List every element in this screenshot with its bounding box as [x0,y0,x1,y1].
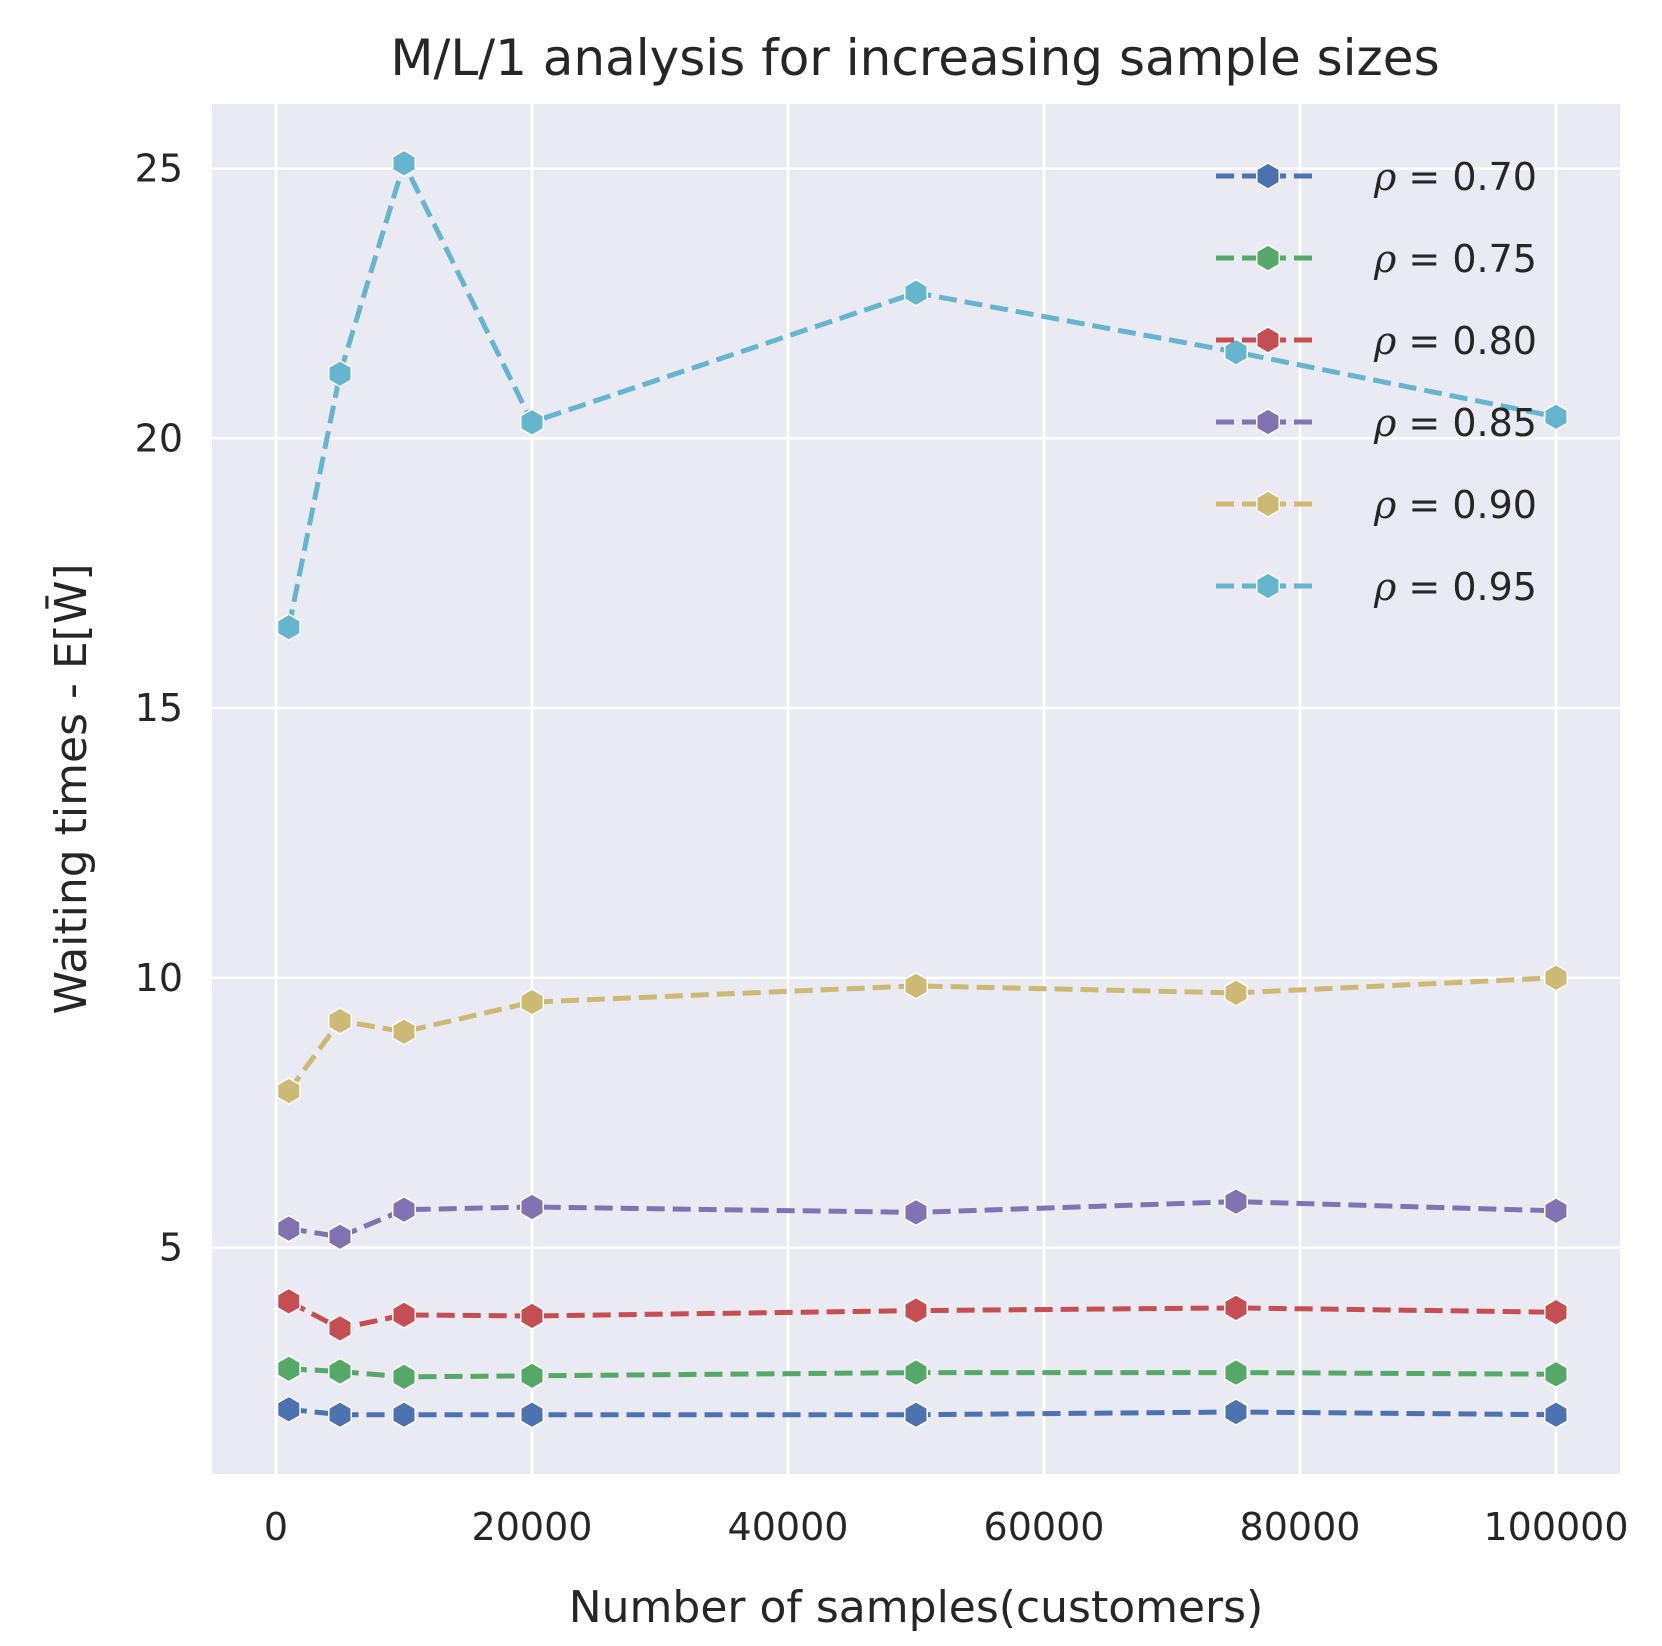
data-point [519,988,545,1016]
data-point [1223,338,1249,366]
data-point [1543,402,1569,431]
y-tick-label: 20 [135,416,183,460]
data-point [1223,979,1249,1007]
x-axis-label: Number of samples(customers) [569,1582,1263,1633]
legend-marker [1255,490,1281,518]
data-point [1223,1398,1249,1426]
legend-value: = 0.80 [1396,319,1537,363]
legend: ρ = 0.70ρ = 0.75ρ = 0.80ρ = 0.85ρ = 0.90… [1216,155,1537,609]
data-point [903,1400,929,1429]
legend-label: ρ = 0.85 [1373,401,1537,445]
data-point [1543,1400,1569,1429]
data-point [327,359,353,388]
series-4 [276,963,1569,1105]
data-point [1543,963,1569,992]
data-point [327,1400,353,1429]
data-point [1543,1298,1569,1327]
y-tick-label: 5 [159,1225,183,1269]
data-point [391,1400,417,1429]
legend-symbol: ρ [1373,155,1397,199]
legend-item: ρ = 0.95 [1216,565,1537,609]
data-point [391,1363,417,1391]
data-point [519,1361,545,1390]
y-axis-label: Waiting times - E[W̄] [44,564,97,1015]
legend-item: ρ = 0.75 [1216,237,1537,281]
plot-area [212,104,1620,1474]
data-point [1543,1360,1569,1389]
data-point [276,1354,301,1383]
data-point [391,1017,417,1046]
legend-value: = 0.95 [1396,565,1537,609]
x-tick-label: 80000 [1240,1505,1361,1549]
legend-label: ρ = 0.80 [1373,319,1537,363]
data-point [276,1395,301,1424]
series-1 [276,1354,1569,1391]
legend-symbol: ρ [1373,483,1397,527]
legend-item: ρ = 0.90 [1216,483,1537,527]
x-tick-label: 40000 [728,1505,849,1549]
data-point [327,1357,353,1386]
legend-item: ρ = 0.80 [1216,319,1537,363]
legend-label: ρ = 0.95 [1373,565,1537,609]
data-point [327,1314,353,1343]
data-point [903,1198,929,1227]
legend-symbol: ρ [1373,401,1397,445]
legend-marker [1255,244,1281,272]
y-tick-label: 10 [135,956,183,1000]
series-2 [276,1287,1569,1343]
legend-label: ρ = 0.90 [1373,483,1537,527]
data-point [276,1077,301,1105]
x-tick-label: 100000 [1483,1505,1628,1549]
x-tick-labels: 0 20000 40000 60000 80000 100000 [264,1505,1629,1549]
data-point [327,1007,353,1035]
data-point [327,1222,353,1251]
data-point [903,1296,929,1325]
legend-marker [1255,326,1281,354]
legend-label: ρ = 0.75 [1373,237,1537,281]
legend-value: = 0.70 [1396,155,1537,199]
data-point [903,1358,929,1387]
legend-symbol: ρ [1373,319,1397,363]
data-point [903,972,929,1000]
series-group [276,149,1569,1429]
data-point [391,149,417,178]
x-tick-label: 0 [264,1505,288,1549]
data-point [1223,1294,1249,1322]
series-0 [276,1395,1569,1429]
x-tick-label: 60000 [984,1505,1105,1549]
legend-marker [1255,162,1281,190]
data-point [519,408,545,437]
legend-marker [1255,572,1281,600]
y-tick-labels: 5 10 15 20 25 [135,147,183,1270]
series-3 [276,1187,1569,1251]
legend-symbol: ρ [1373,565,1397,609]
legend-value: = 0.75 [1396,237,1537,281]
data-point [276,1214,301,1243]
data-point [276,1287,301,1316]
legend-label: ρ = 0.70 [1373,155,1537,199]
chart-title: M/L/1 analysis for increasing sample siz… [390,29,1439,87]
y-tick-label: 15 [135,686,183,730]
legend-value: = 0.90 [1396,483,1537,527]
data-point [391,1195,417,1224]
legend-marker [1255,408,1281,436]
data-point [1543,1196,1569,1225]
data-point [519,1302,545,1330]
legend-item: ρ = 0.85 [1216,401,1537,445]
x-tick-label: 20000 [472,1505,593,1549]
legend-value: = 0.85 [1396,401,1537,445]
data-point [1223,1358,1249,1387]
data-point [391,1301,417,1329]
data-point [519,1193,545,1221]
data-point [276,613,301,642]
series-5 [276,149,1569,642]
legend-symbol: ρ [1373,237,1397,281]
data-point [1223,1187,1249,1216]
y-tick-label: 25 [135,147,183,191]
legend-item: ρ = 0.70 [1216,155,1537,199]
data-point [519,1400,545,1429]
data-point [903,278,929,307]
grid [212,104,1620,1474]
